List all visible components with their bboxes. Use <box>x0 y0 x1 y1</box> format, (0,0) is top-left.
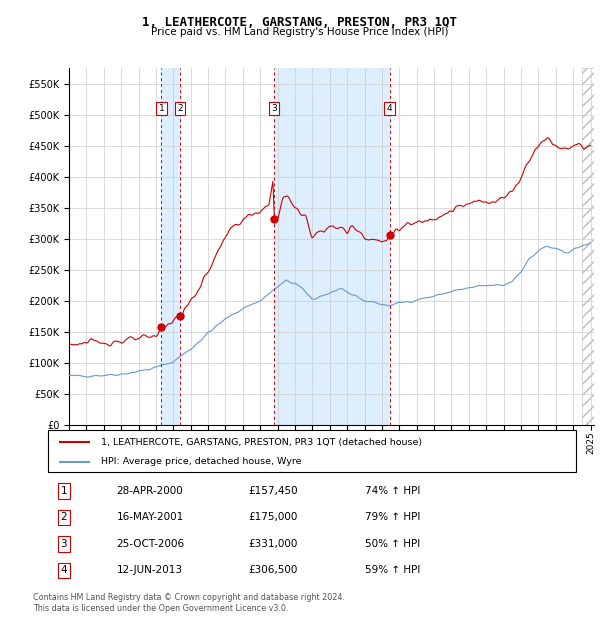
Text: HPI: Average price, detached house, Wyre: HPI: Average price, detached house, Wyre <box>101 458 301 466</box>
Text: 1: 1 <box>61 486 67 496</box>
Point <box>157 322 166 332</box>
Text: 3: 3 <box>271 104 277 113</box>
Bar <box>274 68 389 425</box>
Text: £175,000: £175,000 <box>248 513 298 523</box>
Text: This data is licensed under the Open Government Licence v3.0.: This data is licensed under the Open Gov… <box>33 604 289 613</box>
Text: 50% ↑ HPI: 50% ↑ HPI <box>365 539 420 549</box>
Text: 59% ↑ HPI: 59% ↑ HPI <box>365 565 420 575</box>
Text: 28-APR-2000: 28-APR-2000 <box>116 486 184 496</box>
Text: 1, LEATHERCOTE, GARSTANG, PRESTON, PR3 1QT: 1, LEATHERCOTE, GARSTANG, PRESTON, PR3 1… <box>143 16 458 29</box>
Text: 2: 2 <box>61 513 67 523</box>
Text: Contains HM Land Registry data © Crown copyright and database right 2024.: Contains HM Land Registry data © Crown c… <box>33 593 345 602</box>
Text: 2: 2 <box>177 104 182 113</box>
Text: 1, LEATHERCOTE, GARSTANG, PRESTON, PR3 1QT (detached house): 1, LEATHERCOTE, GARSTANG, PRESTON, PR3 1… <box>101 438 422 446</box>
Text: £331,000: £331,000 <box>248 539 298 549</box>
Bar <box>161 68 180 425</box>
Text: £157,450: £157,450 <box>248 486 298 496</box>
Text: Price paid vs. HM Land Registry's House Price Index (HPI): Price paid vs. HM Land Registry's House … <box>151 27 449 37</box>
Bar <box>582 68 594 425</box>
Text: 4: 4 <box>61 565 67 575</box>
Point <box>385 230 394 240</box>
Text: £306,500: £306,500 <box>248 565 298 575</box>
Text: 79% ↑ HPI: 79% ↑ HPI <box>365 513 420 523</box>
Point <box>175 311 185 321</box>
Text: 3: 3 <box>61 539 67 549</box>
Text: 74% ↑ HPI: 74% ↑ HPI <box>365 486 420 496</box>
Text: 16-MAY-2001: 16-MAY-2001 <box>116 513 184 523</box>
Point <box>269 215 279 224</box>
Text: 12-JUN-2013: 12-JUN-2013 <box>116 565 182 575</box>
Text: 25-OCT-2006: 25-OCT-2006 <box>116 539 185 549</box>
Text: 4: 4 <box>387 104 392 113</box>
Text: 1: 1 <box>158 104 164 113</box>
